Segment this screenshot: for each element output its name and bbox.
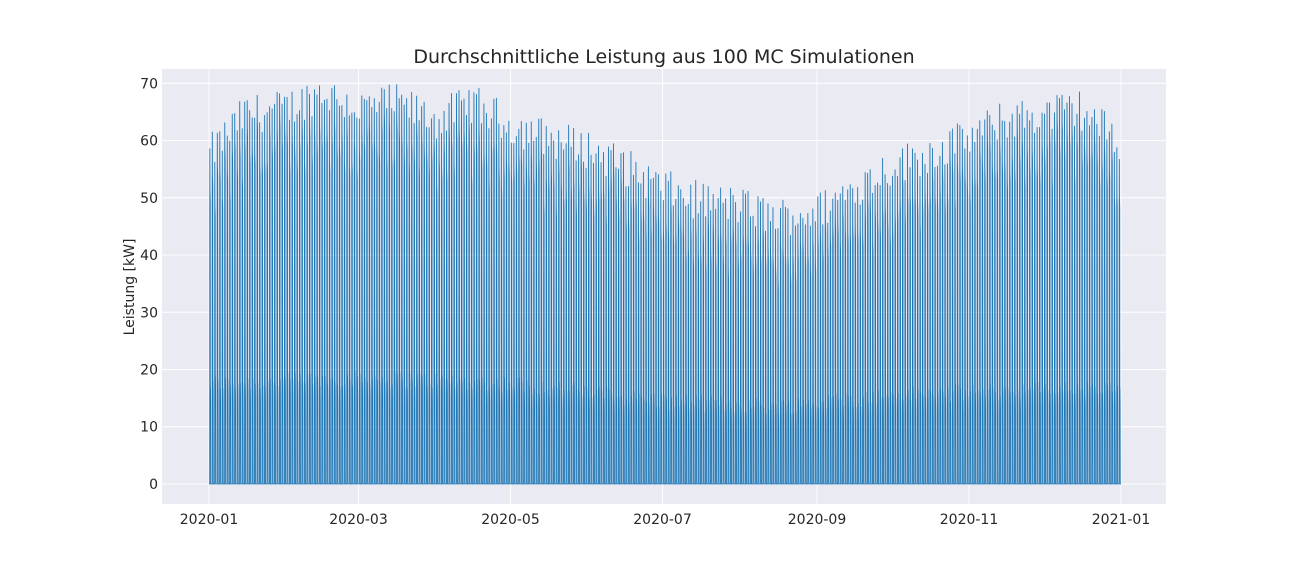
x-tick-label: 2020-05	[481, 512, 540, 528]
x-tick-label: 2021-01	[1092, 512, 1151, 528]
x-tick-label: 2020-09	[788, 512, 847, 528]
y-tick-label: 40	[140, 248, 158, 264]
y-tick-label: 60	[140, 134, 158, 150]
x-tick-label: 2020-03	[329, 512, 388, 528]
y-tick-labels: 0 10 20 30 40 50 60 70	[140, 76, 158, 493]
x-gridlines	[208, 69, 1122, 504]
x-tick-label: 2020-11	[940, 512, 999, 528]
x-tick-labels: 2020-01 2020-03 2020-05 2020-07 2020-09 2020-…	[180, 512, 1151, 528]
y-tick-label: 70	[140, 76, 158, 92]
series-line	[209, 84, 1121, 485]
plot-area	[209, 84, 1121, 485]
y-tick-label: 50	[140, 191, 158, 207]
y-axis-label: Leistung [kW]	[122, 239, 138, 336]
y-tick-label: 0	[149, 477, 158, 493]
y-tick-label: 10	[140, 420, 158, 436]
y-tick-label: 30	[140, 305, 158, 321]
y-tick-label: 20	[140, 362, 158, 378]
x-tick-label: 2020-07	[633, 512, 692, 528]
chart-title: Durchschnittliche Leistung aus 100 MC Si…	[413, 46, 914, 68]
x-tick-label: 2020-01	[180, 512, 239, 528]
